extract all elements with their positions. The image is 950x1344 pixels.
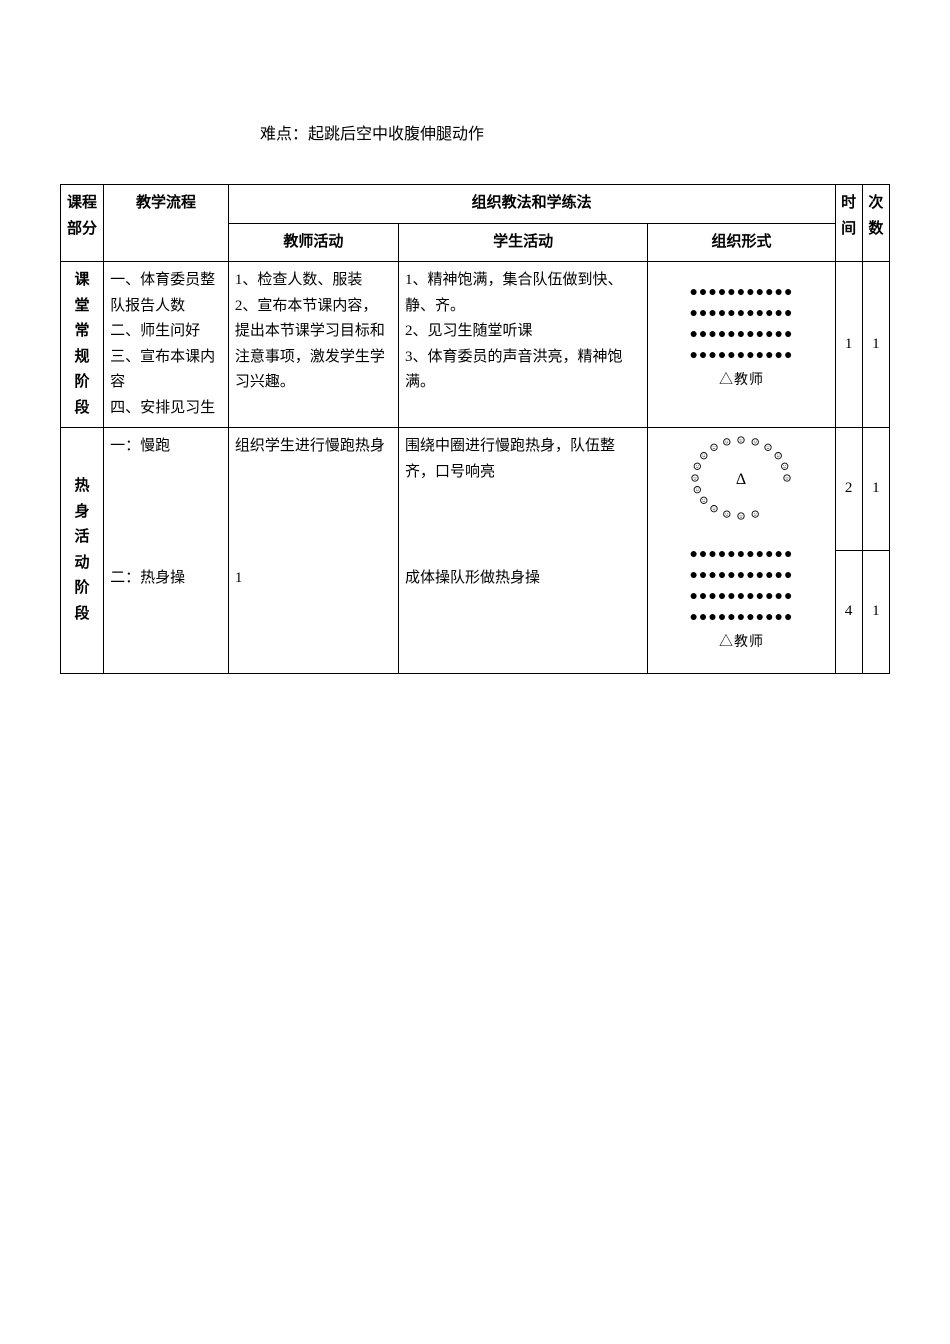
org-cell-1: ●●●●●●●●●●● ●●●●●●●●●●● ●●●●●●●●●●● ●●●●…	[648, 262, 835, 428]
header-time: 时间	[835, 185, 862, 262]
header-teacher: 教师活动	[228, 223, 398, 262]
count-cell-2b: 1	[862, 551, 889, 674]
flow-cell-1: 一、体育委员整队报告人数 二、师生问好 三、宣布本课内容 四、安排见习生	[104, 262, 229, 428]
count-cell-1: 1	[862, 262, 889, 428]
count-cell-2a: 1	[862, 428, 889, 551]
formation-dots-2: ●●●●●●●●●●● ●●●●●●●●●●● ●●●●●●●●●●● ●●●●…	[648, 544, 834, 653]
circle-svg-icon: Δ	[681, 428, 801, 528]
table-row: 热身活动阶段 一：慢跑 二：热身操 组织学生进行慢跑热身 1 围绕中圈进行慢跑热…	[61, 428, 890, 551]
teacher-text-2: 1	[229, 560, 398, 598]
teacher-cell-2: 组织学生进行慢跑热身 1	[228, 428, 398, 674]
time-cell-1: 1	[835, 262, 862, 428]
time-cell-2a: 2	[835, 428, 862, 551]
section-cell-1: 课堂常规阶段	[61, 262, 104, 428]
student-text-2: 成体操队形做热身操	[399, 560, 647, 618]
org-cell-2: Δ ●●●●●●●●●●● ●●●●●●●●●●● ●●●●●●●●●●● ●●…	[648, 428, 835, 674]
time-cell-2b: 4	[835, 551, 862, 674]
header-section-text: 课程部分	[67, 195, 97, 237]
header-student: 学生活动	[398, 223, 647, 262]
table-row: 课堂常规阶段 一、体育委员整队报告人数 二、师生问好 三、宣布本课内容 四、安排…	[61, 262, 890, 428]
org-teacher-label: △教师	[654, 370, 828, 391]
header-methods: 组织教法和学练法	[228, 185, 835, 224]
formation-dots: ●●●●●●●●●●● ●●●●●●●●●●● ●●●●●●●●●●● ●●●●…	[654, 268, 828, 391]
student-cell-1: 1、精神饱满，集合队伍做到快、静、齐。 2、见习生随堂听课 3、体育委员的声音洪…	[398, 262, 647, 428]
org-teacher-label-2: △教师	[648, 632, 834, 653]
lesson-table: 课程部分 教学流程 组织教法和学练法 时间 次数 教师活动 学生活动 组织形式 …	[60, 184, 890, 674]
flow-text-2: 二：热身操	[104, 560, 228, 598]
flow-cell-2: 一：慢跑 二：热身操	[104, 428, 229, 674]
svg-text:Δ: Δ	[736, 471, 746, 488]
section-cell-2: 热身活动阶段	[61, 428, 104, 674]
teacher-text-1: 组织学生进行慢跑热身	[229, 428, 398, 560]
difficulty-text: 难点：起跳后空中收腹伸腿动作	[260, 120, 890, 144]
flow-text-1: 一：慢跑	[104, 428, 228, 560]
student-cell-2: 围绕中圈进行慢跑热身，队伍整齐，口号响亮 成体操队形做热身操	[398, 428, 647, 674]
student-text-1: 围绕中圈进行慢跑热身，队伍整齐，口号响亮	[399, 428, 647, 560]
teacher-cell-1: 1、检查人数、服装 2、宣布本节课内容，提出本节课学习目标和注意事项，激发学生学…	[228, 262, 398, 428]
header-count: 次数	[862, 185, 889, 262]
header-org: 组织形式	[648, 223, 835, 262]
header-flow: 教学流程	[104, 185, 229, 262]
circle-formation: Δ	[648, 428, 834, 538]
header-section: 课程部分	[61, 185, 104, 262]
